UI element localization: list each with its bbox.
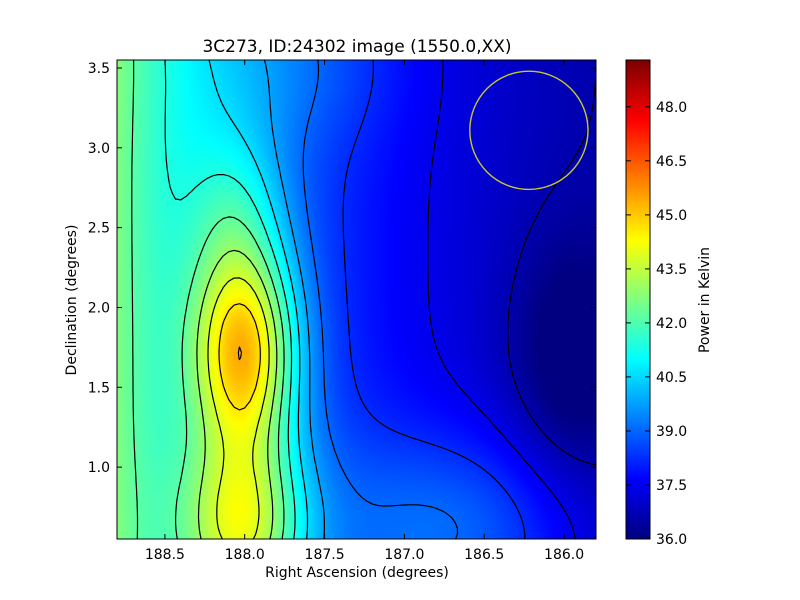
x-axis-ticks: 188.5 188.0 187.5 187.0 186.5 186.0 [145, 60, 584, 563]
x-tick-label: 188.5 [145, 547, 185, 563]
colorbar-label: Power in Kelvin [697, 247, 713, 353]
plot-frame [116, 59, 597, 540]
y-tick-label: 2.0 [88, 301, 110, 317]
x-axis-label: Right Ascension (degrees) [265, 565, 449, 581]
colorbar-tick-label: 45.0 [656, 208, 687, 224]
colorbar-tick-label: 39.0 [656, 424, 687, 440]
x-tick-label: 187.0 [384, 547, 424, 563]
contour-line-2 [342, 59, 526, 540]
y-tick-label: 1.5 [88, 380, 110, 396]
contour-line-8 [196, 249, 278, 540]
colorbar-tick-label: 43.5 [656, 262, 687, 278]
y-tick-label: 3.5 [88, 61, 110, 77]
y-tick-label: 1.0 [88, 460, 110, 476]
contour-lines [131, 59, 597, 540]
beam-marker [469, 70, 589, 191]
x-tick-label: 187.5 [305, 547, 345, 563]
chart-title: 3C273, ID:24302 image (1550.0,XX) [202, 37, 511, 57]
colorbar-frame [625, 59, 651, 540]
colorbar-tick-label: 36.0 [656, 532, 687, 548]
contour-line-7 [131, 59, 285, 540]
contour-line-3 [302, 59, 459, 540]
colorbar-tick-label: 37.5 [656, 478, 687, 494]
contour-line-11 [237, 346, 243, 361]
contour-line-4 [263, 59, 325, 540]
colorbar-gradient [626, 60, 650, 539]
colorbar-tick-label: 42.0 [656, 316, 687, 332]
y-tick-label: 2.5 [88, 221, 110, 237]
contour-line-10 [218, 303, 261, 411]
heatmap-image [117, 60, 596, 539]
colorbar-tick-label: 40.5 [656, 370, 687, 386]
colorbar-tick-label: 46.5 [656, 154, 687, 170]
colorbar-ticks: 36.0 37.5 39.0 40.5 42.0 43.5 45.0 46.5 48.0 [626, 100, 687, 548]
contour-line-9 [207, 277, 270, 540]
colorbar-tick-label: 48.0 [656, 100, 687, 116]
x-tick-label: 186.5 [464, 547, 504, 563]
contour-line-5 [208, 59, 309, 540]
contour-line-1 [427, 59, 576, 540]
x-tick-label: 188.0 [225, 547, 265, 563]
x-tick-label: 186.0 [544, 547, 584, 563]
y-axis-ticks: 1.0 1.5 2.0 2.5 3.0 3.5 [88, 61, 596, 476]
y-tick-label: 3.0 [88, 141, 110, 157]
y-axis-label: Declination (degrees) [64, 225, 80, 376]
